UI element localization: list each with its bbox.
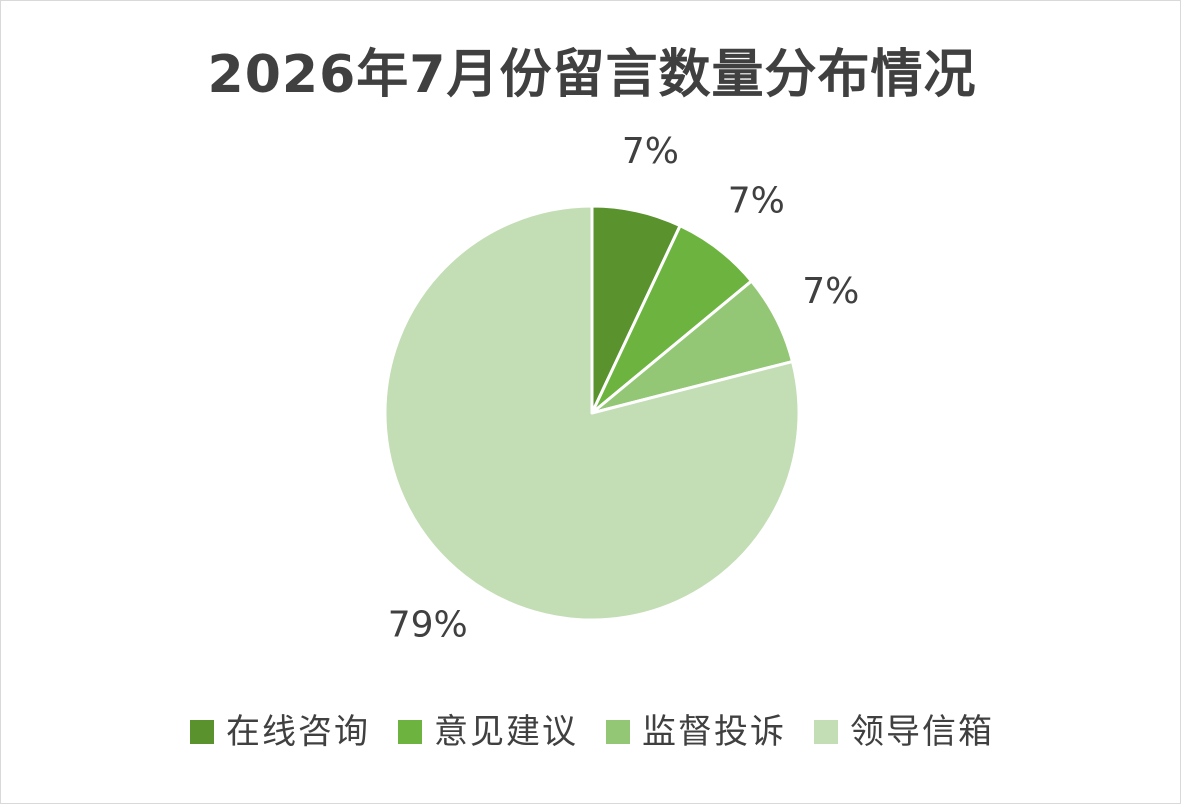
legend-swatch [398,720,422,745]
data-label: 7% [802,271,859,312]
legend-item: 监督投诉 [606,712,786,753]
pie-slice [383,204,801,622]
legend-label: 在线咨询 [226,712,370,752]
legend-swatch [606,720,630,745]
legend-label: 意见建议 [434,712,578,752]
legend-label: 监督投诉 [642,712,786,752]
legend-swatch [190,720,214,745]
legend-item: 意见建议 [398,712,578,753]
legend-item: 在线咨询 [190,712,370,753]
legend-item: 领导信箱 [814,712,994,753]
legend: 在线咨询 意见建议 监督投诉 领导信箱 [0,712,1184,753]
data-label: 7% [728,181,785,222]
data-labels: 7% 7% 7% 79% [388,131,860,645]
data-label: 7% [622,131,679,172]
pie-slices [383,204,801,622]
legend-label: 领导信箱 [850,712,994,752]
data-label: 79% [388,604,468,645]
legend-swatch [814,720,838,745]
chart-title: 2026年7月份留言数量分布情况 [207,45,977,105]
